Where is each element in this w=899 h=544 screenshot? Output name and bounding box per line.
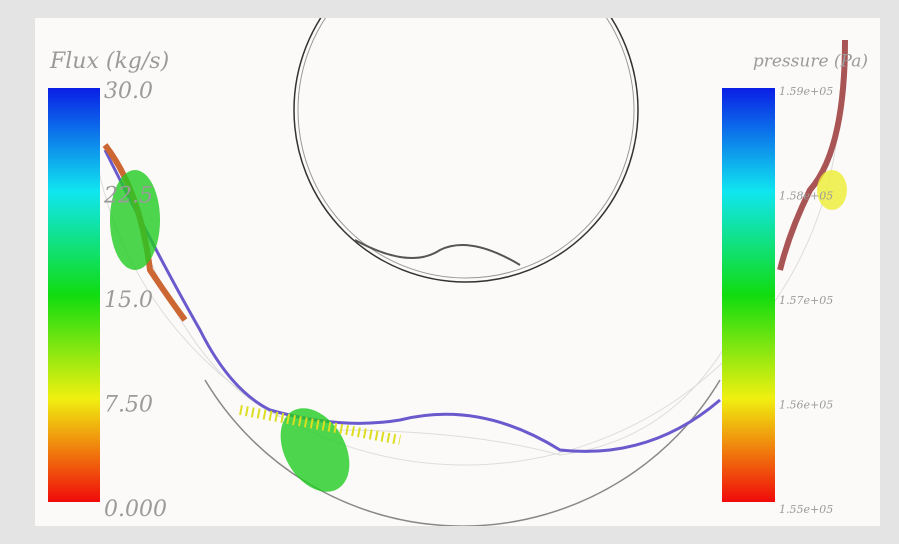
legend-label: 30.0 (104, 79, 153, 104)
legend-label: 1.57e+05 (779, 294, 833, 307)
left-legend-title: Flux (kg/s) (49, 49, 169, 74)
legend-label: 1.59e+05 (779, 85, 833, 98)
legend-label: 0.000 (104, 497, 167, 522)
legend-label: 1.58e+05 (779, 190, 833, 203)
left-colorbar (48, 88, 100, 502)
right-legend-title: pressure (Pa) (753, 52, 868, 72)
legend-label: 1.55e+05 (779, 503, 833, 516)
legend-label: 22.5 (103, 184, 153, 209)
legend-label: 15.0 (104, 288, 153, 313)
screenshot: Flux (kg/s) pressure (Pa) 30.0 22.5 15.0 7.… (0, 0, 899, 544)
right-colorbar (722, 88, 775, 502)
legend-label: 1.56e+05 (779, 399, 833, 412)
legend-label: 7.50 (104, 393, 153, 418)
